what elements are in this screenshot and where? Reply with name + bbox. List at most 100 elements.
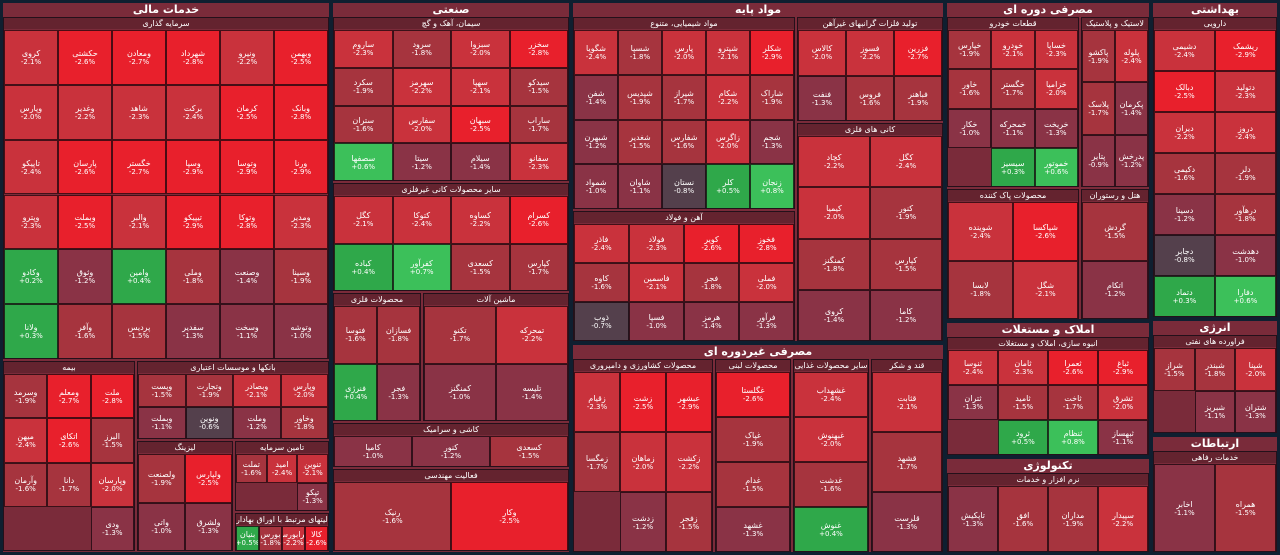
stock-tile[interactable]: وآرمان -1.6% bbox=[4, 462, 48, 507]
stock-tile[interactable]: ثامان -2.3% bbox=[998, 350, 1048, 385]
stock-tile[interactable]: شبهرن -1.2% bbox=[574, 119, 618, 165]
stock-tile[interactable]: فخوز -2.8% bbox=[739, 224, 794, 263]
stock-tile[interactable]: وتوشه -1.0% bbox=[274, 304, 328, 358]
stock-tile[interactable]: دلر -1.9% bbox=[1215, 153, 1276, 194]
stock-tile[interactable]: ملت -2.8% bbox=[90, 374, 134, 419]
stock-tile[interactable]: غشهداب -2.4% bbox=[794, 372, 868, 417]
stock-tile[interactable]: تاپکیش -1.3% bbox=[948, 486, 998, 551]
stock-tile[interactable]: میهن -2.4% bbox=[4, 418, 48, 463]
stock-tile[interactable]: شتران -1.3% bbox=[1235, 390, 1276, 432]
stock-tile[interactable]: خگستر -1.7% bbox=[991, 69, 1035, 109]
stock-tile[interactable]: لابسا -1.8% bbox=[948, 260, 1013, 318]
stock-tile[interactable]: سبزوا -2.0% bbox=[451, 30, 510, 68]
stock-tile[interactable]: تمحرکه -2.2% bbox=[496, 306, 568, 364]
stock-tile[interactable]: خپارس -1.9% bbox=[948, 30, 992, 70]
stock-tile[interactable]: شاهد -2.3% bbox=[112, 84, 166, 140]
stock-tile[interactable]: کلر +0.5% bbox=[706, 164, 750, 208]
stock-tile[interactable]: تملت -1.6% bbox=[236, 454, 267, 483]
stock-tile[interactable]: زاگرس -2.0% bbox=[706, 119, 750, 165]
stock-tile[interactable]: خگستر -2.7% bbox=[112, 139, 166, 195]
stock-tile[interactable]: فنرژی +0.4% bbox=[334, 363, 377, 420]
stock-tile[interactable]: دهدشت -1.0% bbox=[1215, 235, 1276, 276]
stock-tile[interactable]: ودی -1.3% bbox=[90, 506, 134, 550]
stock-tile[interactable]: ومعادن -2.7% bbox=[112, 30, 166, 85]
stock-tile[interactable]: شسپا -1.8% bbox=[618, 30, 662, 75]
stock-tile[interactable]: تکنو -1.7% bbox=[424, 306, 496, 364]
stock-tile[interactable]: وامین +0.4% bbox=[112, 249, 166, 305]
stock-tile[interactable]: وبانک -2.8% bbox=[274, 84, 328, 140]
stock-tile[interactable]: دبالک -2.5% bbox=[1154, 71, 1215, 112]
stock-tile[interactable]: وپارس -2.0% bbox=[4, 84, 58, 140]
stock-tile[interactable]: ثتران -1.3% bbox=[948, 385, 998, 420]
stock-tile[interactable]: ساراب -1.7% bbox=[509, 105, 568, 144]
stock-tile[interactable]: کروی -2.1% bbox=[4, 30, 58, 85]
stock-tile[interactable]: شپدیس -1.9% bbox=[618, 74, 662, 120]
stock-tile[interactable]: وپترو -2.3% bbox=[4, 194, 58, 250]
stock-tile[interactable]: کسعدی -1.5% bbox=[490, 436, 568, 466]
stock-tile[interactable]: وبصادر -2.1% bbox=[233, 374, 281, 407]
stock-tile[interactable]: غگلستا -2.6% bbox=[716, 372, 790, 417]
stock-tile[interactable]: شفن -1.4% bbox=[574, 74, 618, 120]
stock-tile[interactable]: فملی -2.0% bbox=[739, 263, 794, 302]
stock-tile[interactable]: پدرخش -1.2% bbox=[1115, 134, 1148, 186]
stock-tile[interactable]: سبهان -2.5% bbox=[451, 105, 510, 144]
stock-tile[interactable]: ورنا -2.9% bbox=[274, 139, 328, 195]
stock-tile[interactable]: سیدکو -1.5% bbox=[509, 67, 568, 106]
stock-tile[interactable]: خاور -1.6% bbox=[948, 69, 992, 109]
stock-tile[interactable]: فزرین -2.7% bbox=[894, 30, 942, 76]
stock-tile[interactable]: شپاکسا -2.6% bbox=[1013, 202, 1078, 261]
stock-tile[interactable]: تلیسه -1.4% bbox=[496, 363, 568, 420]
stock-tile[interactable]: شاراک -1.9% bbox=[750, 74, 794, 120]
stock-tile[interactable]: وبملت -2.5% bbox=[58, 194, 112, 250]
stock-tile[interactable]: وغدیر -2.2% bbox=[58, 84, 112, 140]
stock-tile[interactable]: وپست -1.5% bbox=[138, 374, 186, 407]
stock-tile[interactable]: کاوه -1.6% bbox=[574, 263, 629, 302]
stock-tile[interactable]: کامیا -1.0% bbox=[334, 436, 412, 466]
stock-tile[interactable]: پاکشو -1.9% bbox=[1082, 30, 1115, 83]
stock-tile[interactable]: غشهد -1.3% bbox=[716, 507, 790, 551]
stock-tile[interactable]: وملت -1.2% bbox=[233, 406, 281, 438]
stock-tile[interactable]: فجر -1.8% bbox=[684, 263, 739, 302]
stock-tile[interactable]: گردش -1.5% bbox=[1082, 202, 1148, 261]
stock-tile[interactable]: ثباغ -2.9% bbox=[1098, 350, 1148, 385]
stock-tile[interactable]: شوینده -2.4% bbox=[948, 202, 1013, 261]
stock-tile[interactable]: ثبهساز -1.1% bbox=[1098, 420, 1148, 454]
stock-tile[interactable]: زنجان +0.8% bbox=[750, 164, 794, 208]
stock-tile[interactable]: کرمان -2.5% bbox=[220, 84, 274, 140]
stock-tile[interactable]: شپنا -2.0% bbox=[1235, 348, 1276, 391]
stock-tile[interactable]: حکشتی -2.6% bbox=[58, 30, 112, 85]
stock-tile[interactable]: فرابورس-2.2% bbox=[282, 526, 305, 550]
stock-tile[interactable]: پردیس -1.5% bbox=[112, 304, 166, 358]
stock-tile[interactable]: پکرمان -1.4% bbox=[1115, 82, 1148, 135]
stock-tile[interactable]: کفرآور +0.7% bbox=[392, 243, 451, 290]
stock-tile[interactable]: واتی -1.0% bbox=[138, 502, 185, 550]
stock-tile[interactable]: زقیام -2.3% bbox=[574, 372, 620, 432]
stock-tile[interactable]: خودرو -2.1% bbox=[991, 30, 1035, 70]
stock-tile[interactable]: پلوله -2.4% bbox=[1115, 30, 1148, 83]
stock-tile[interactable]: نستان -0.8% bbox=[662, 164, 706, 208]
stock-tile[interactable]: برکت -2.4% bbox=[166, 84, 220, 140]
stock-tile[interactable]: غدام -1.5% bbox=[716, 462, 790, 507]
stock-tile[interactable]: شبریز -1.1% bbox=[1194, 390, 1236, 432]
stock-tile[interactable]: وکادو +0.2% bbox=[4, 249, 58, 305]
stock-tile[interactable]: اتکای -2.6% bbox=[47, 418, 91, 463]
stock-tile[interactable]: شهرداد -2.8% bbox=[166, 30, 220, 85]
stock-tile[interactable]: ثعمرا -2.6% bbox=[1048, 350, 1098, 385]
stock-tile[interactable]: وکار -2.5% bbox=[451, 482, 568, 550]
stock-tile[interactable]: سهرمز -2.2% bbox=[392, 67, 451, 106]
stock-tile[interactable]: شگل -2.1% bbox=[1013, 260, 1078, 318]
stock-tile[interactable]: افق -1.6% bbox=[998, 486, 1048, 551]
stock-tile[interactable]: همراه -1.5% bbox=[1215, 464, 1276, 551]
stock-tile[interactable]: فسپا -1.0% bbox=[629, 302, 684, 340]
stock-tile[interactable]: خریخت -1.3% bbox=[1034, 108, 1078, 148]
stock-tile[interactable]: اتکام -1.2% bbox=[1082, 260, 1148, 318]
stock-tile[interactable]: امید -2.4% bbox=[266, 454, 298, 483]
stock-tile[interactable]: سیتا -1.2% bbox=[392, 143, 451, 180]
stock-tile[interactable]: زکشت -2.2% bbox=[666, 432, 712, 492]
stock-tile[interactable]: غنوش +0.4% bbox=[794, 507, 868, 551]
stock-tile[interactable]: وصنعت -1.4% bbox=[220, 249, 274, 305]
stock-tile[interactable]: ونوین -0.6% bbox=[185, 406, 233, 438]
stock-tile[interactable]: کاما -1.2% bbox=[870, 289, 942, 340]
stock-tile[interactable]: زشت -2.5% bbox=[620, 372, 666, 432]
stock-tile[interactable]: دروز -2.4% bbox=[1215, 112, 1276, 153]
